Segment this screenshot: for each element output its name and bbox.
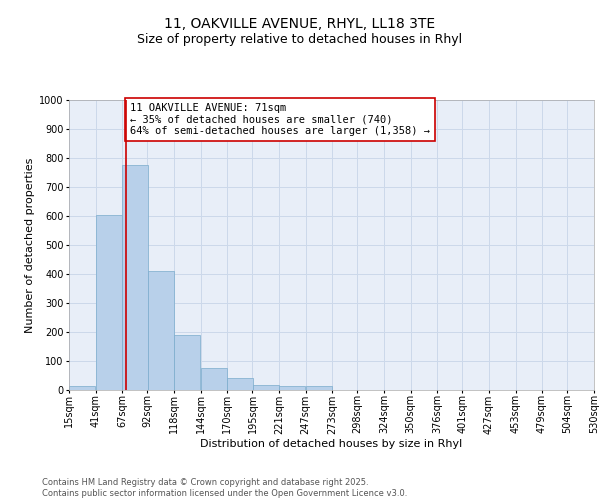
Text: 11, OAKVILLE AVENUE, RHYL, LL18 3TE: 11, OAKVILLE AVENUE, RHYL, LL18 3TE <box>164 18 436 32</box>
Bar <box>95 214 122 390</box>
X-axis label: Distribution of detached houses by size in Rhyl: Distribution of detached houses by size … <box>200 439 463 449</box>
Bar <box>174 335 200 390</box>
Bar <box>305 386 332 390</box>
Bar <box>227 378 253 390</box>
Text: Size of property relative to detached houses in Rhyl: Size of property relative to detached ho… <box>137 32 463 46</box>
Bar <box>122 166 148 390</box>
Bar <box>69 386 95 390</box>
Bar <box>279 386 305 390</box>
Bar <box>148 271 174 390</box>
Bar <box>253 385 279 390</box>
Text: Contains HM Land Registry data © Crown copyright and database right 2025.
Contai: Contains HM Land Registry data © Crown c… <box>42 478 407 498</box>
Y-axis label: Number of detached properties: Number of detached properties <box>25 158 35 332</box>
Bar <box>200 368 227 390</box>
Text: 11 OAKVILLE AVENUE: 71sqm
← 35% of detached houses are smaller (740)
64% of semi: 11 OAKVILLE AVENUE: 71sqm ← 35% of detac… <box>130 103 430 136</box>
